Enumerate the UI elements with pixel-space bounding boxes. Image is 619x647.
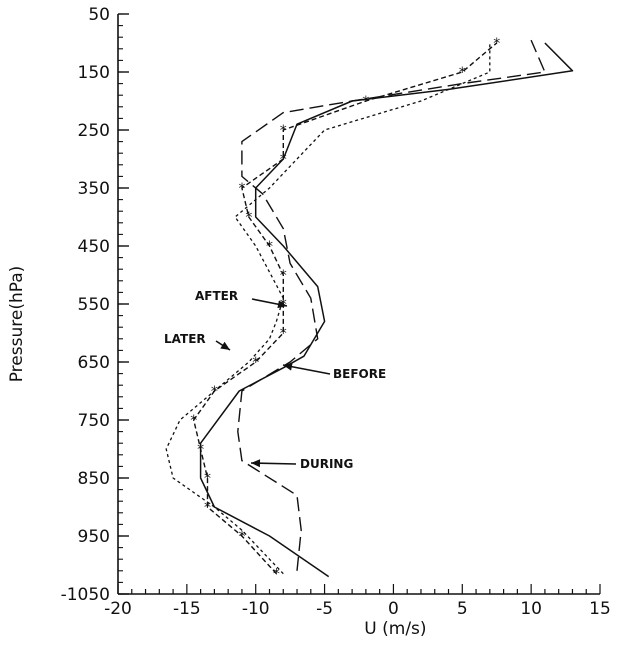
star-marker: * — [197, 442, 204, 458]
y-axis-title: Pressure(hPa) — [7, 266, 27, 383]
x-tick-label: -10 — [242, 599, 270, 619]
star-marker: * — [204, 471, 211, 487]
star-marker: * — [493, 36, 500, 52]
y-tick-label: 850 — [78, 469, 110, 489]
star-marker: * — [280, 152, 287, 168]
star-marker: * — [459, 65, 466, 81]
annotation-later: LATER — [164, 332, 206, 346]
star-marker: * — [280, 123, 287, 139]
star-marker: * — [238, 181, 245, 197]
annotation-arrowhead — [251, 459, 261, 468]
y-tick-label: -1050 — [61, 585, 110, 605]
y-tick-label: 550 — [78, 295, 110, 315]
chart-series: ******************* — [165, 36, 574, 583]
annotation-arrowhead — [283, 362, 293, 371]
y-tick-label: 150 — [78, 63, 110, 83]
x-tick-label: 10 — [520, 599, 542, 619]
y-tick-label: 250 — [78, 121, 110, 141]
star-marker: * — [280, 268, 287, 284]
series-line-after — [193, 42, 498, 575]
y-tick-label: 350 — [78, 179, 110, 199]
annotation-before: BEFORE — [333, 367, 386, 381]
chart-annotations: AFTER LATER BEFORE DURING — [164, 289, 386, 471]
star-marker: * — [280, 326, 287, 342]
star-marker: * — [252, 355, 259, 371]
annotation-arrowhead — [220, 341, 230, 350]
star-marker: * — [362, 94, 369, 110]
y-tick-label: 450 — [78, 237, 110, 257]
x-tick-label: -5 — [316, 599, 333, 619]
star-marker: * — [245, 210, 252, 226]
x-tick-label: -20 — [104, 599, 132, 619]
x-tick-label: 5 — [457, 599, 468, 619]
y-tick-label: 50 — [88, 5, 110, 25]
y-tick-label: 650 — [78, 353, 110, 373]
annotation-during: DURING — [300, 457, 353, 471]
annotation-after: AFTER — [195, 289, 238, 303]
star-marker: * — [204, 500, 211, 516]
star-marker: * — [273, 567, 280, 583]
y-tick-label: 950 — [78, 527, 110, 547]
x-tick-label: 15 — [589, 599, 611, 619]
series-line-later — [165, 43, 491, 575]
x-tick-label: -15 — [173, 599, 201, 619]
star-marker: * — [211, 384, 218, 400]
star-marker: * — [266, 239, 273, 255]
y-tick-label: 750 — [78, 411, 110, 431]
chart-axes — [117, 14, 600, 595]
chart-ticks: -20 -15 -10 -5 0 5 10 15 50 150 250 350 450 550 650 750… — [61, 5, 611, 619]
series-line-before — [199, 42, 574, 578]
star-marker: * — [238, 529, 245, 545]
series-line-during — [237, 39, 546, 571]
star-marker: * — [190, 413, 197, 429]
annotation-arrowhead — [277, 300, 287, 309]
x-tick-label: 0 — [388, 599, 399, 619]
x-axis-title: U (m/s) — [364, 619, 426, 639]
